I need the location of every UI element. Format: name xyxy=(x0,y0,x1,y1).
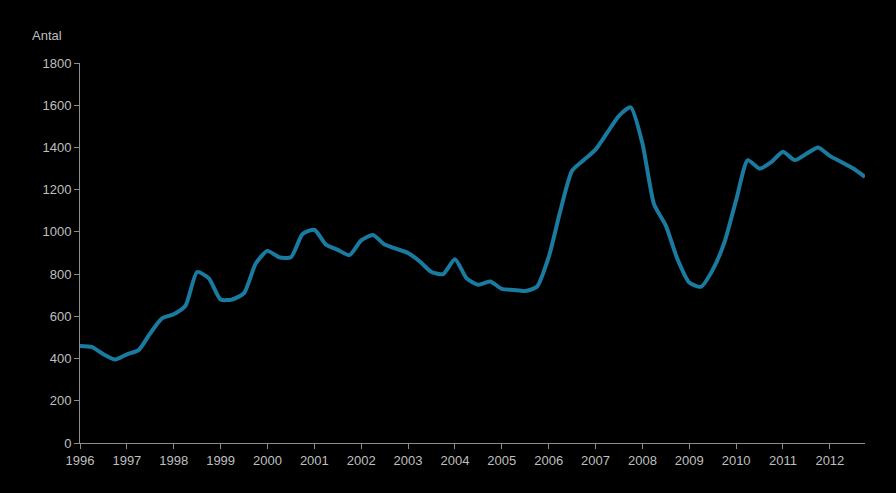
svg-text:2012: 2012 xyxy=(815,453,844,468)
svg-text:2001: 2001 xyxy=(300,453,329,468)
svg-text:1200: 1200 xyxy=(42,182,71,197)
svg-text:2006: 2006 xyxy=(534,453,563,468)
svg-text:1600: 1600 xyxy=(42,98,71,113)
svg-text:1999: 1999 xyxy=(206,453,235,468)
svg-text:1800: 1800 xyxy=(42,56,71,71)
svg-text:1997: 1997 xyxy=(112,453,141,468)
svg-text:600: 600 xyxy=(50,309,72,324)
svg-text:2010: 2010 xyxy=(722,453,751,468)
svg-text:400: 400 xyxy=(50,351,72,366)
svg-text:2011: 2011 xyxy=(769,453,797,468)
svg-text:1996: 1996 xyxy=(66,453,95,468)
svg-text:800: 800 xyxy=(50,267,72,282)
svg-text:1000: 1000 xyxy=(42,224,71,239)
svg-text:Antal: Antal xyxy=(32,28,62,43)
svg-text:2005: 2005 xyxy=(487,453,516,468)
svg-text:2002: 2002 xyxy=(347,453,376,468)
svg-text:2009: 2009 xyxy=(675,453,704,468)
svg-text:2008: 2008 xyxy=(628,453,657,468)
svg-text:2003: 2003 xyxy=(394,453,423,468)
svg-text:0: 0 xyxy=(64,436,71,451)
svg-text:1400: 1400 xyxy=(42,140,71,155)
svg-text:200: 200 xyxy=(50,393,72,408)
svg-text:2004: 2004 xyxy=(440,453,469,468)
svg-text:1998: 1998 xyxy=(159,453,188,468)
svg-text:2007: 2007 xyxy=(581,453,610,468)
svg-text:2000: 2000 xyxy=(253,453,282,468)
